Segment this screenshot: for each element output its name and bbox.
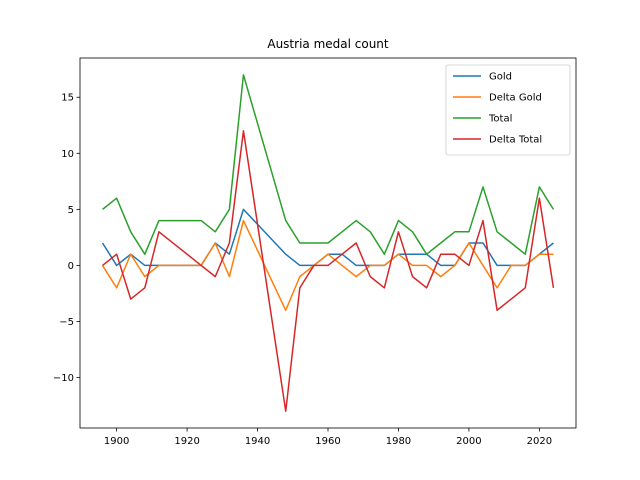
series-line-delta-gold	[101, 219, 554, 312]
series-line-total	[102, 74, 555, 255]
legend-label: Gold	[489, 72, 512, 83]
x-axis: 1900 1920 1940 1960 1980 2000 2020	[104, 428, 552, 447]
y-tick-label: 10	[61, 149, 74, 160]
y-tick-label: −5	[59, 317, 74, 328]
x-tick-label: 2000	[456, 436, 481, 447]
x-tick-label: 1940	[245, 436, 270, 447]
y-tick-label: 15	[61, 93, 74, 104]
chart-title: Austria medal count	[267, 37, 389, 51]
x-tick-label: 1960	[315, 436, 340, 447]
plot-lines	[101, 74, 555, 412]
series-line-delta-total	[102, 130, 555, 412]
plot-frame	[79, 57, 577, 429]
x-tick-label: 2020	[527, 436, 552, 447]
x-tick-label: 1980	[386, 436, 411, 447]
legend-box	[445, 64, 571, 156]
y-tick-label: 0	[68, 261, 74, 272]
legend-label: Total	[488, 114, 512, 125]
legend: Gold Delta Gold Total Delta Total	[445, 64, 571, 156]
x-tick-label: 1900	[104, 436, 129, 447]
legend-label: Delta Gold	[489, 93, 542, 104]
y-axis: −10 −5 0 5 10 15	[53, 93, 80, 384]
legend-label: Delta Total	[489, 135, 542, 146]
y-tick-label: 5	[68, 205, 74, 216]
x-tick-label: 1920	[174, 436, 199, 447]
y-tick-label: −10	[53, 373, 74, 384]
